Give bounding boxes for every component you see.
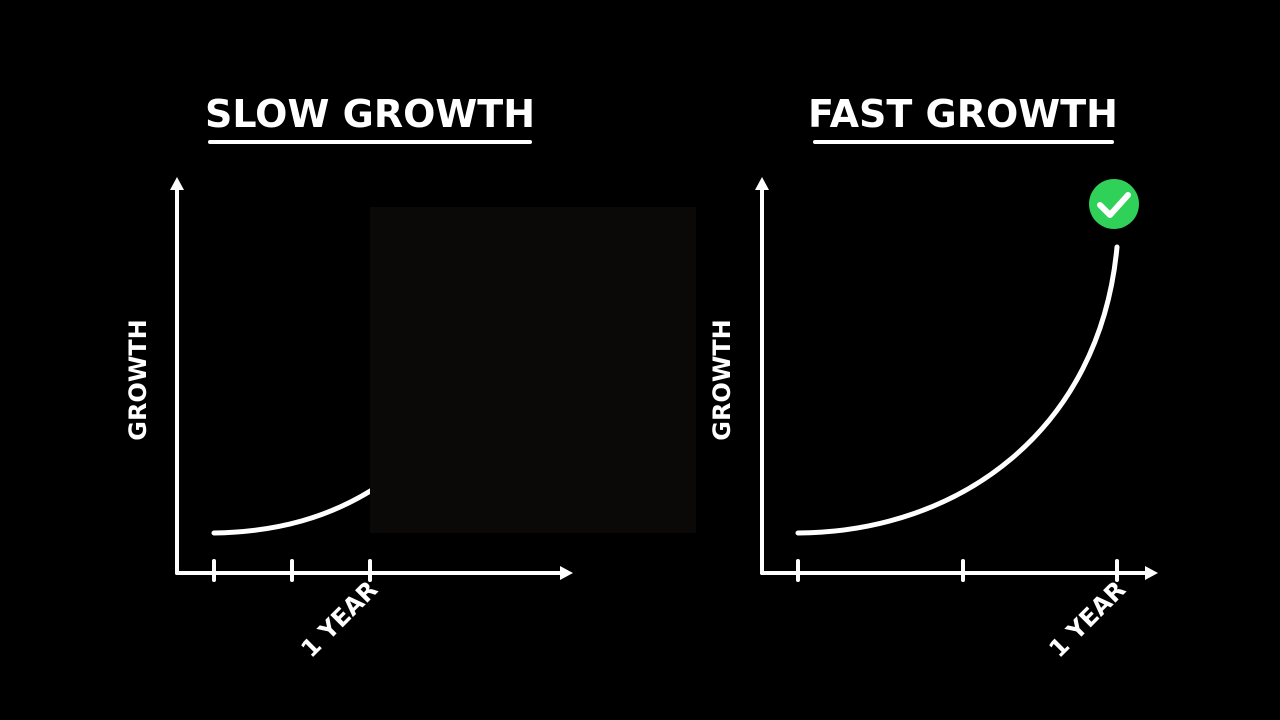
- check-mark: [1097, 192, 1131, 218]
- panel-title: SLOW GROWTH: [205, 92, 535, 136]
- growth-curve: [211, 487, 375, 536]
- growth-curve: [795, 244, 1120, 536]
- y-axis-arrow: [170, 177, 184, 190]
- y-axis-arrow: [755, 177, 769, 190]
- x-axis-arrow: [560, 566, 573, 580]
- check-circle: [1089, 179, 1139, 229]
- check-badge: [1089, 179, 1139, 229]
- fast-growth-panel: FAST GROWTH GROWTH 1 YEAR: [708, 92, 1158, 663]
- y-axis-label: GROWTH: [124, 319, 152, 441]
- y-axis-label: GROWTH: [708, 319, 736, 441]
- cover-box: [370, 207, 696, 533]
- x-axis-arrow: [1145, 566, 1158, 580]
- panel-title: FAST GROWTH: [808, 92, 1118, 136]
